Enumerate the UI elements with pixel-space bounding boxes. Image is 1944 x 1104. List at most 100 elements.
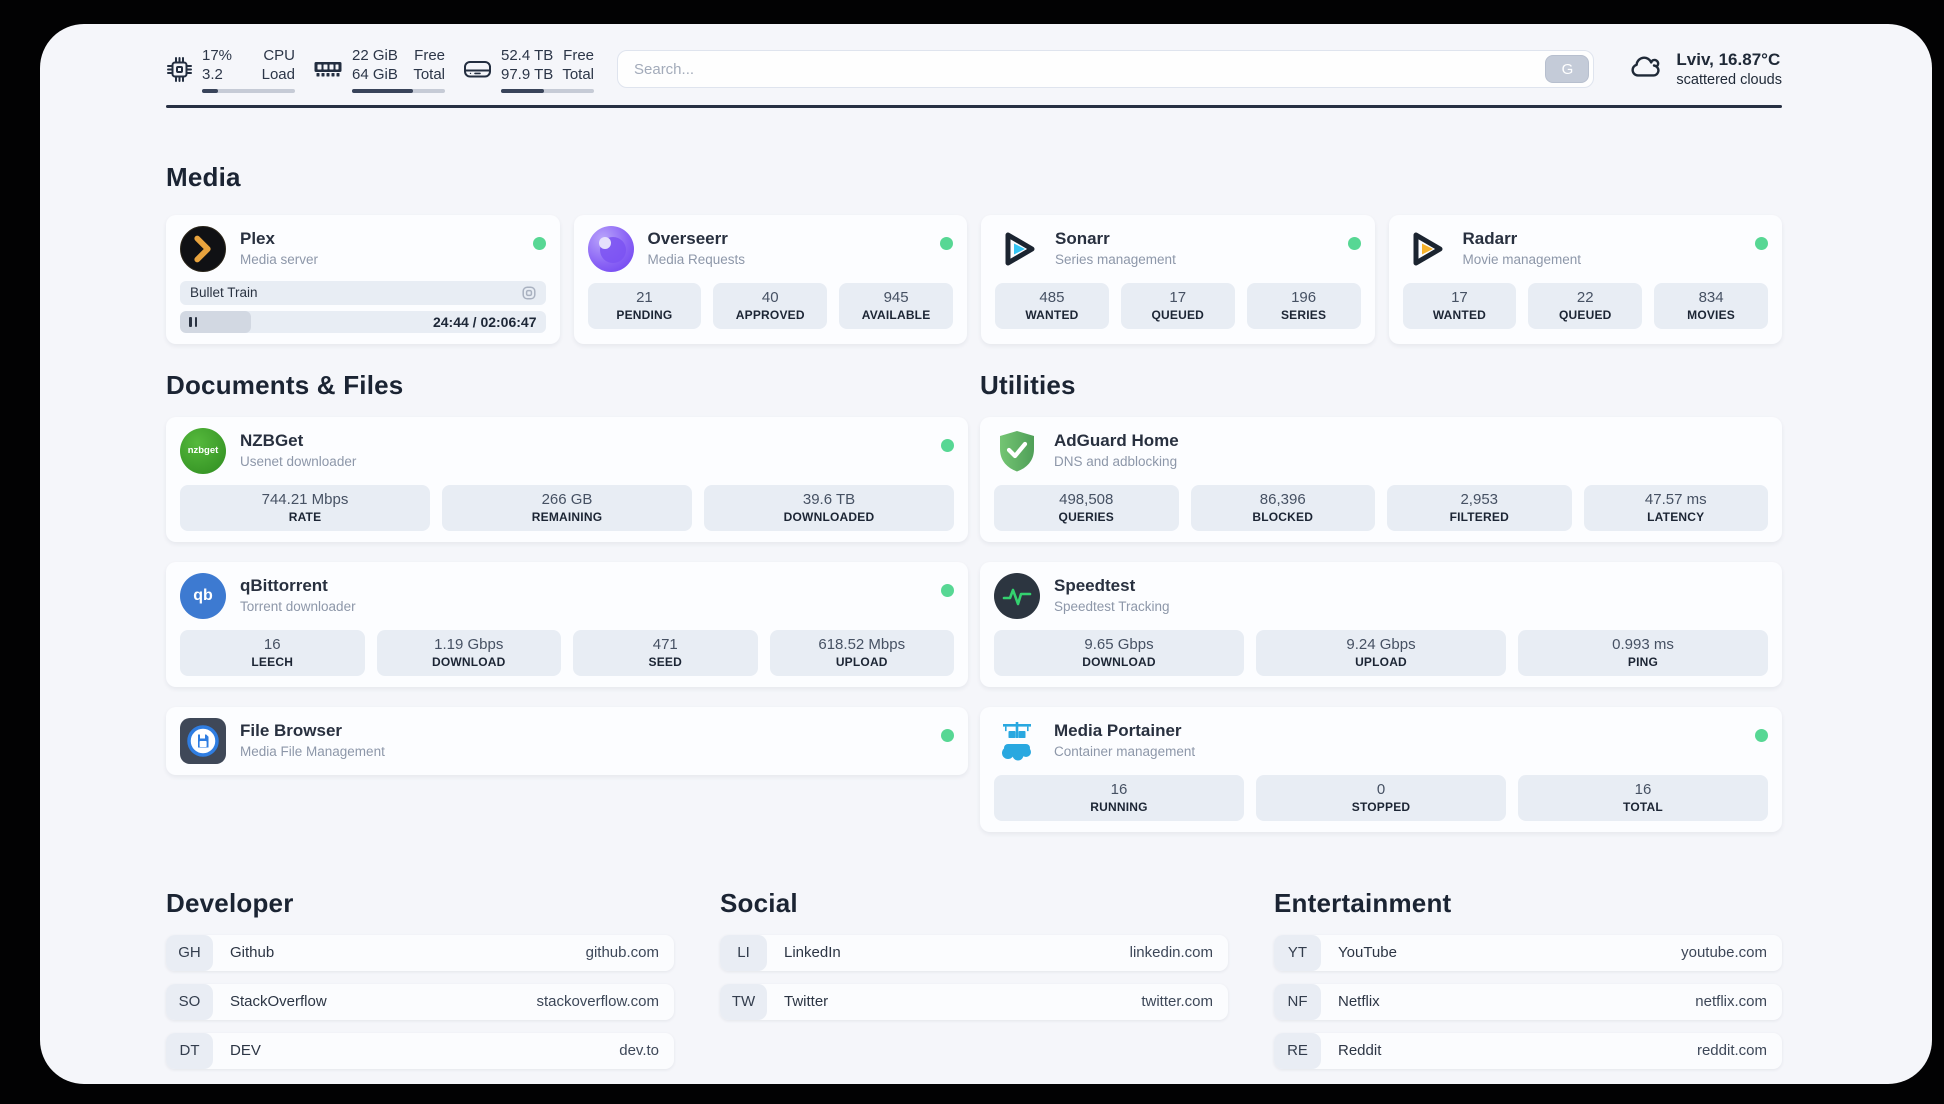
stat-available: 945 AVAILABLE <box>839 282 953 329</box>
cpu-load-label: Load <box>261 66 295 83</box>
stat-queued: 22 QUEUED <box>1528 282 1643 329</box>
stat-value: 9.65 Gbps <box>1084 636 1154 653</box>
speedtest-card[interactable]: Speedtest Speedtest Tracking 9.65 Gbps D… <box>980 561 1782 687</box>
portainer-subtitle: Container management <box>1054 743 1196 759</box>
link-domain: stackoverflow.com <box>536 993 659 1010</box>
utilities-section-heading: Utilities <box>980 369 1076 400</box>
cpu-icon <box>166 56 193 83</box>
session-info-icon[interactable] <box>521 285 537 301</box>
radarr-card[interactable]: Radarr Movie management 17 WANTED 22 QUE… <box>1388 214 1782 344</box>
link-dev[interactable]: DT DEV dev.to <box>166 1032 674 1069</box>
link-domain: netflix.com <box>1695 993 1767 1010</box>
stat-value: 266 GB <box>541 491 593 508</box>
stat-label: PING <box>1627 655 1659 669</box>
cpu-label: CPU <box>263 46 295 64</box>
stat-blocked: 86,396 BLOCKED <box>1190 484 1375 531</box>
stat-label: QUERIES <box>1058 510 1114 524</box>
stat-value: 498,508 <box>1059 491 1114 508</box>
disk-progress-track <box>501 88 594 93</box>
system-metrics: 17% 3.2 CPU Load <box>166 46 594 93</box>
link-youtube[interactable]: YT YouTube youtube.com <box>1274 934 1782 971</box>
topbar-divider <box>166 105 1782 108</box>
link-abbr: LI <box>720 934 767 971</box>
radarr-status-dot <box>1755 236 1768 250</box>
speedtest-title: Speedtest <box>1054 575 1136 595</box>
search-engine-button[interactable]: G <box>1545 55 1590 83</box>
speedtest-subtitle: Speedtest Tracking <box>1054 598 1170 614</box>
radarr-title: Radarr <box>1462 228 1518 248</box>
cpu-progress-fill <box>202 88 218 93</box>
link-name: DEV <box>230 1042 261 1059</box>
stat-value: 744.21 Mbps <box>261 491 349 508</box>
link-name: StackOverflow <box>230 993 327 1010</box>
ram-free-value: 22 GiB <box>352 46 398 64</box>
nzbget-card[interactable]: nzbget NZBGet Usenet downloader 744.21 M… <box>166 416 968 542</box>
qbittorrent-status-dot <box>941 583 954 597</box>
portainer-title: Media Portainer <box>1054 720 1182 740</box>
disk-metric: 52.4 TB 97.9 TB Free Total <box>463 46 594 93</box>
overseerr-title: Overseerr <box>647 228 728 248</box>
link-twitter[interactable]: TW Twitter twitter.com <box>720 983 1228 1020</box>
filebrowser-subtitle: Media File Management <box>240 743 385 759</box>
link-stackoverflow[interactable]: SO StackOverflow stackoverflow.com <box>166 983 674 1020</box>
stat-label: UPLOAD <box>1355 655 1407 669</box>
ram-total-value: 64 GiB <box>352 66 398 83</box>
overseerr-card[interactable]: Overseerr Media Requests 21 PENDING 40 A… <box>573 214 967 344</box>
stat-series: 196 SERIES <box>1246 282 1361 329</box>
stat-value: 86,396 <box>1259 491 1306 508</box>
portainer-card[interactable]: Media Portainer Container management 16 … <box>980 706 1782 832</box>
stat-movies: 834 MOVIES <box>1654 282 1768 329</box>
adguard-card[interactable]: AdGuard Home DNS and adblocking 498,508 … <box>980 416 1782 542</box>
search-input[interactable] <box>617 50 1595 88</box>
qbittorrent-title: qBittorrent <box>240 575 328 595</box>
stat-value: 196 <box>1291 289 1317 306</box>
link-reddit[interactable]: RE Reddit reddit.com <box>1274 1032 1782 1069</box>
adguard-icon <box>994 428 1040 474</box>
stat-downloaded: 39.6 TB DOWNLOADED <box>704 484 954 531</box>
stat-label: RATE <box>288 510 322 524</box>
stat-upload: 618.52 Mbps UPLOAD <box>769 629 954 676</box>
stat-label: LATENCY <box>1647 510 1705 524</box>
stat-remaining: 266 GB REMAINING <box>442 484 692 531</box>
plex-status-dot <box>532 236 546 250</box>
stat-value: 47.57 ms <box>1644 491 1707 508</box>
entertainment-links: Entertainment YT YouTube youtube.com NF … <box>1274 888 1782 1082</box>
link-name: Github <box>230 944 275 961</box>
radarr-icon <box>1403 226 1449 272</box>
link-name: Netflix <box>1338 993 1380 1010</box>
stat-download: 9.65 Gbps DOWNLOAD <box>994 629 1244 676</box>
link-linkedin[interactable]: LI LinkedIn linkedin.com <box>720 934 1228 971</box>
stat-wanted: 17 WANTED <box>1402 282 1517 329</box>
stat-value: 16 <box>1110 781 1128 798</box>
weather-widget: Lviv, 16.87°C scattered clouds <box>1628 49 1782 88</box>
sonarr-status-dot <box>1347 236 1361 250</box>
sonarr-card[interactable]: Sonarr Series management 485 WANTED 17 Q… <box>981 214 1375 344</box>
filebrowser-icon <box>180 717 226 764</box>
link-domain: dev.to <box>619 1042 659 1059</box>
stat-ping: 0.993 ms PING <box>1518 629 1768 676</box>
stat-filtered: 2,953 FILTERED <box>1387 484 1572 531</box>
link-github[interactable]: GH Github github.com <box>166 934 674 971</box>
ram-total-label: Total <box>413 66 445 83</box>
disk-total-label: Total <box>562 66 594 83</box>
weather-condition: scattered clouds <box>1676 71 1782 88</box>
stat-latency: 47.57 ms LATENCY <box>1583 484 1768 531</box>
link-domain: youtube.com <box>1681 944 1767 961</box>
stat-label: WANTED <box>1025 308 1079 322</box>
portainer-icon <box>994 718 1040 764</box>
qbittorrent-card[interactable]: qb qBittorrent Torrent downloader 16 LEE… <box>166 561 968 687</box>
stat-download: 1.19 Gbps DOWNLOAD <box>376 629 561 676</box>
cpu-usage-value: 17% <box>202 46 233 64</box>
now-playing-title: Bullet Train <box>190 285 258 300</box>
ram-progress-fill <box>352 88 414 93</box>
documents-column: Documents & Files nzbget NZBGet Usenet d… <box>166 370 968 775</box>
stat-value: 834 <box>1698 289 1724 306</box>
link-netflix[interactable]: NF Netflix netflix.com <box>1274 983 1782 1020</box>
overseerr-status-dot <box>940 236 953 250</box>
stat-label: LEECH <box>251 655 294 669</box>
portainer-status-dot <box>1755 728 1768 742</box>
plex-card[interactable]: Plex Media server Bullet Train 24:4 <box>166 214 560 344</box>
stat-value: 22 <box>1576 289 1594 306</box>
filebrowser-card[interactable]: File Browser Media File Management <box>166 706 968 775</box>
filebrowser-status-dot <box>941 728 954 742</box>
